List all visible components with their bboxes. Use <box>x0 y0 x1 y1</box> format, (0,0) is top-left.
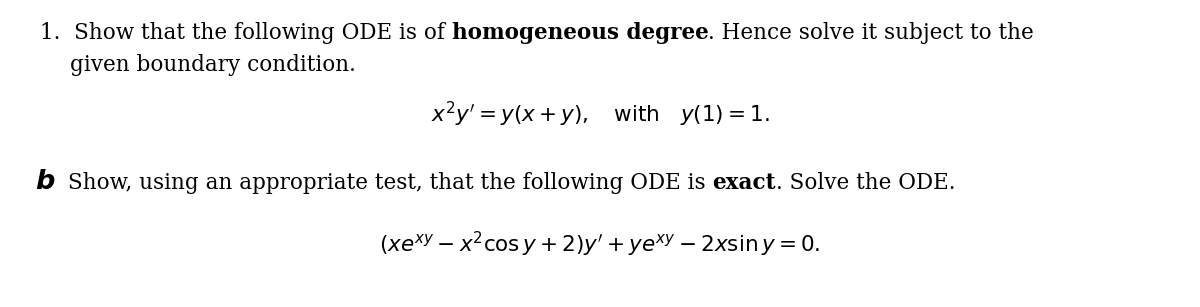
Text: 1.  Show that the following ODE is of: 1. Show that the following ODE is of <box>40 22 451 44</box>
Text: . Hence solve it subject to the: . Hence solve it subject to the <box>708 22 1034 44</box>
Text: $(xe^{xy} - x^2 \cos y + 2)y' + ye^{xy} - 2x \sin y = 0.$: $(xe^{xy} - x^2 \cos y + 2)y' + ye^{xy} … <box>379 230 821 259</box>
Text: homogeneous degree: homogeneous degree <box>451 22 708 44</box>
Text: . Solve the ODE.: . Solve the ODE. <box>776 172 955 194</box>
Text: $x^2y' = y(x+y), \quad \mathrm{with} \quad y(1) = 1.$: $x^2y' = y(x+y), \quad \mathrm{with} \qu… <box>431 99 769 129</box>
Text: $\boldsymbol{b}$: $\boldsymbol{b}$ <box>35 168 55 195</box>
Text: Show, using an appropriate test, that the following ODE is: Show, using an appropriate test, that th… <box>68 172 713 194</box>
Text: given boundary condition.: given boundary condition. <box>70 54 356 76</box>
Text: exact: exact <box>713 172 776 194</box>
